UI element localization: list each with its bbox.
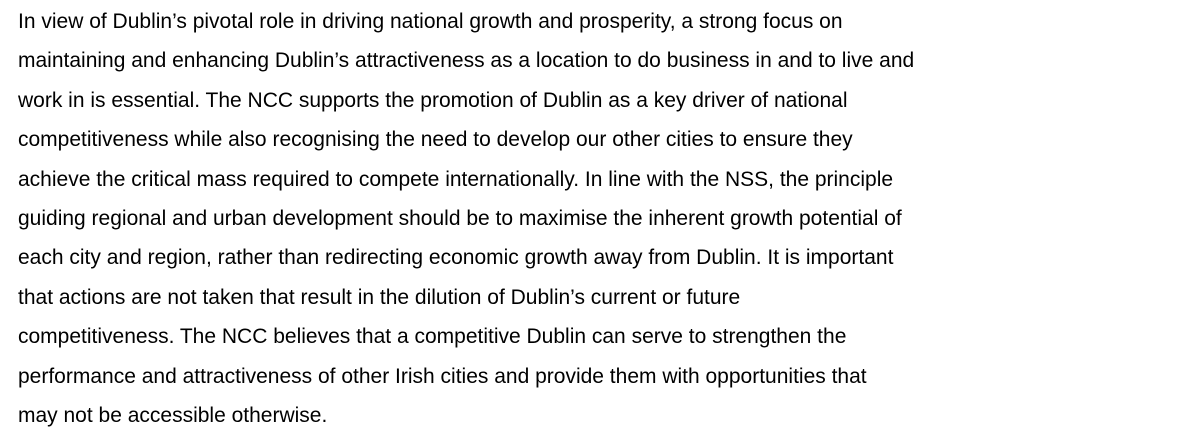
text-line: performance and attractiveness of other … xyxy=(18,364,867,388)
text-line: competitiveness while also recognising t… xyxy=(18,128,853,152)
text-line: work in is essential. The NCC supports t… xyxy=(18,88,848,112)
text-line: achieve the critical mass required to co… xyxy=(18,167,894,191)
text-line: guiding regional and urban development s… xyxy=(18,206,902,230)
text-line: competitiveness. The NCC believes that a… xyxy=(18,325,847,349)
text-line: that actions are not taken that result i… xyxy=(18,285,741,309)
text-line: may not be accessible otherwise. xyxy=(18,403,328,427)
text-line: maintaining and enhancing Dublin’s attra… xyxy=(18,49,915,73)
text-line: In view of Dublin’s pivotal role in driv… xyxy=(18,10,843,33)
text-line: each city and region, rather than redire… xyxy=(18,246,894,270)
